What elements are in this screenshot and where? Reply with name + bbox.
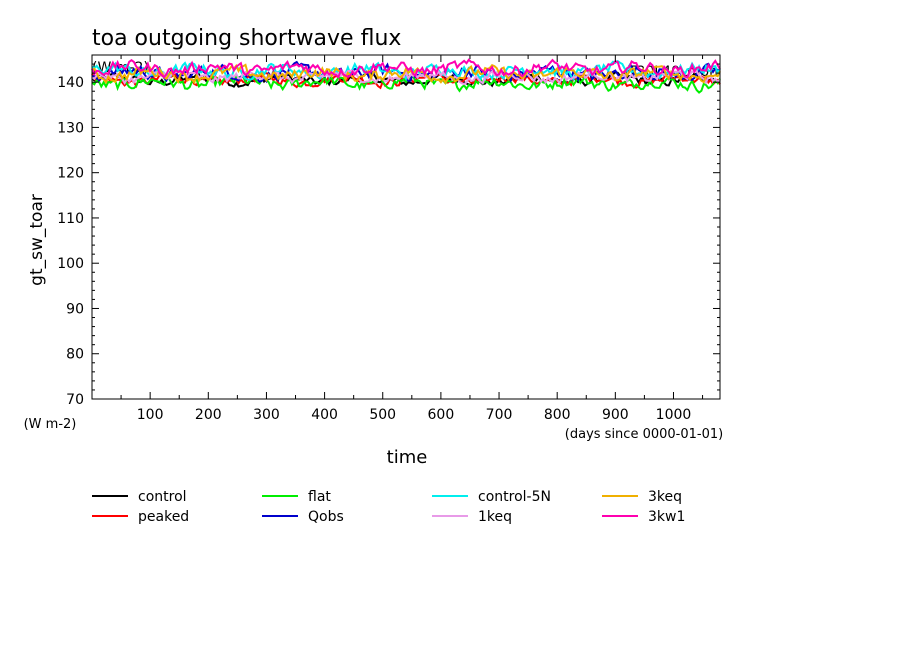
x-axis-units: (days since 0000-01-01) [565, 427, 723, 442]
legend-label-qobs: Qobs [308, 509, 344, 525]
x-tick-label: 500 [369, 407, 396, 423]
y-tick-label: 70 [66, 392, 84, 408]
x-tick-label: 600 [428, 407, 455, 423]
legend-label-1keq: 1keq [478, 509, 512, 525]
y-tick-label: 90 [66, 301, 84, 317]
legend-label-3kw1: 3kw1 [648, 509, 685, 525]
plot-frame [91, 54, 721, 400]
series-line-control-5n [91, 59, 721, 82]
y-tick-label: 110 [57, 211, 84, 227]
legend-label-control: control [138, 489, 187, 505]
legend: control peaked flat Qobs control-5N 1keq 3keq 3… [92, 489, 685, 525]
axes-group: 100 200 300 400 500 600 700 800 900 1000 70 80 90 100… [57, 54, 721, 423]
y-tick-label: 120 [57, 166, 84, 182]
x-tick-label: 800 [544, 407, 571, 423]
series-line-flat [91, 73, 721, 94]
x-tick-label: 700 [486, 407, 513, 423]
x-tick-label: 900 [602, 407, 629, 423]
x-tick-label: 400 [311, 407, 338, 423]
legend-label-control-5n: control-5N [478, 489, 551, 505]
y-tick-label: 80 [66, 347, 84, 363]
chart-title: toa outgoing shortwave flux [92, 26, 401, 51]
y-tick-label: 100 [57, 256, 84, 272]
x-axis-label: time [387, 447, 428, 468]
legend-label-3keq: 3keq [648, 489, 682, 505]
series-line-3keq [91, 63, 721, 85]
y-tick-label: 140 [57, 75, 84, 91]
x-tick-label: 100 [137, 407, 164, 423]
y-axis-units: (W m-2) [24, 417, 77, 432]
x-tick-label: 300 [253, 407, 280, 423]
legend-label-peaked: peaked [138, 509, 189, 525]
legend-label-flat: flat [308, 489, 331, 505]
x-tick-label: 200 [195, 407, 222, 423]
y-tick-label: 130 [57, 120, 84, 136]
y-axis-label: gt_sw_toar [27, 194, 47, 286]
series-group [91, 58, 721, 94]
x-tick-label: 1000 [656, 407, 692, 423]
